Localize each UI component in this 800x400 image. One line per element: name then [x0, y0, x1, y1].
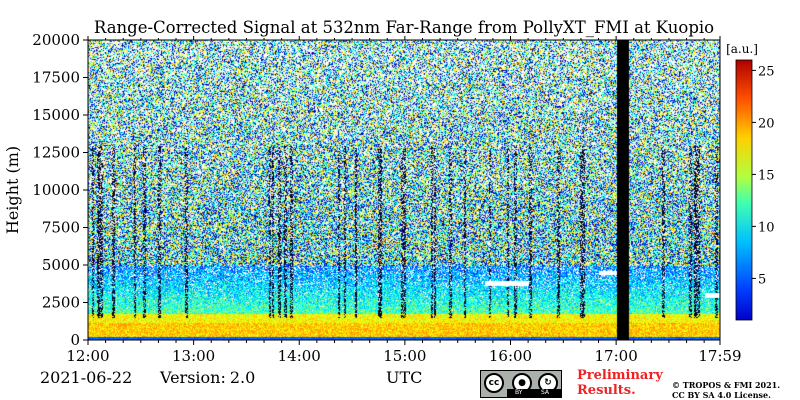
y-tick-label: 10000 [32, 181, 80, 199]
version-value: 2.0 [229, 368, 256, 387]
x-tick-label: 14:00 [278, 347, 321, 365]
y-axis-label: Height (m) [3, 146, 22, 234]
copyright-line-2: CC BY SA 4.0 License. [672, 390, 771, 400]
y-tick-label: 2500 [42, 294, 80, 312]
x-axis-ticks: 12:00 13:00 14:00 15:00 16:00 17:00 17:59 [66, 36, 742, 365]
cc-icon: cc [484, 373, 504, 393]
y-tick-label: 20000 [32, 31, 80, 49]
y-tick-label: 5000 [42, 256, 80, 274]
results-line: Results. [577, 383, 636, 398]
y-tick-label: 12500 [32, 144, 80, 162]
x-tick-label: 16:00 [489, 347, 532, 365]
copyright-text: © TROPOS & FMI 2021. CC BY SA 4.0 Licens… [672, 380, 780, 400]
copyright-line-1: © TROPOS & FMI 2021. [672, 380, 781, 390]
y-tick-label: 15000 [32, 106, 80, 124]
colorbar-tick-label: 15 [758, 168, 775, 183]
version-text: Version: 2.0 [160, 368, 255, 387]
date-text: 2021-06-22 [40, 368, 133, 387]
y-tick-label: 0 [70, 331, 80, 349]
x-tick-label: 12:00 [66, 347, 109, 365]
colorbar-unit: [a.u.] [726, 42, 758, 56]
version-label: Version: [160, 368, 226, 387]
heatmap-image [88, 40, 720, 340]
x-tick-label: 13:00 [172, 347, 215, 365]
sa-label: SA [541, 389, 550, 396]
y-tick-label: 17500 [32, 69, 80, 87]
colorbar-tick-label: 10 [758, 220, 775, 235]
colorbar-tick-label: 20 [758, 116, 775, 131]
x-axis-unit-label: UTC [386, 368, 423, 387]
colorbar-tick-label: 5 [758, 272, 766, 287]
colorbar [735, 59, 753, 321]
cc-license-badge[interactable]: cc ● ↻ BY SA [480, 370, 562, 398]
colorbar-ticks: 5 10 15 20 25 [752, 64, 775, 287]
chart-title: Range-Corrected Signal at 532nm Far-Rang… [94, 18, 714, 37]
preliminary-results-text: Preliminary Results. [577, 368, 663, 398]
x-tick-label: 15:00 [383, 347, 426, 365]
by-label: BY [515, 389, 523, 396]
colorbar-tick-label: 25 [758, 64, 775, 79]
y-axis-ticks: 0 2500 5000 7500 10000 12500 15000 17500 20000 [32, 31, 88, 349]
x-tick-label: 17:00 [595, 347, 638, 365]
y-tick-label: 7500 [42, 219, 80, 237]
x-tick-label: 17:59 [698, 347, 741, 365]
preliminary-line: Preliminary [577, 368, 663, 383]
